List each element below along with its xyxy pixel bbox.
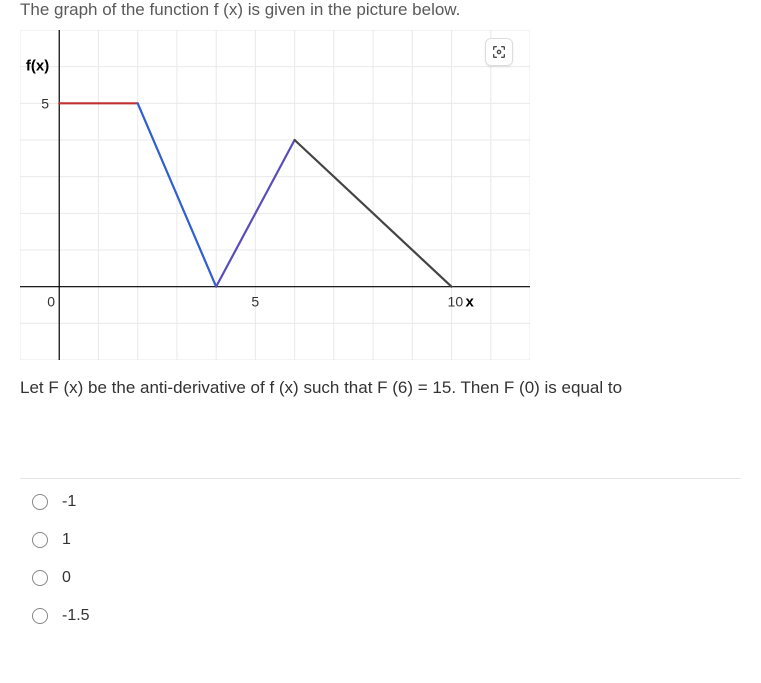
- option-row[interactable]: -1.5: [32, 607, 741, 625]
- y-axis-label: f(x): [26, 58, 49, 75]
- x-tick-label: 10: [448, 294, 464, 310]
- option-row[interactable]: 0: [32, 569, 741, 587]
- prompt-top: The graph of the function f (x) is given…: [20, 0, 741, 20]
- options-list: -1 1 0 -1.5: [20, 493, 741, 625]
- radio-button[interactable]: [32, 532, 48, 548]
- divider: [20, 478, 741, 479]
- question-text: Let F (x) be the anti-derivative of f (x…: [20, 378, 741, 398]
- x-axis-label: x: [466, 294, 475, 311]
- y-tick-label: 5: [41, 95, 49, 111]
- option-label: -1: [62, 493, 76, 511]
- x-tick-label: 0: [47, 294, 55, 310]
- option-row[interactable]: -1: [32, 493, 741, 511]
- radio-button[interactable]: [32, 608, 48, 624]
- screenshot-button[interactable]: [485, 38, 513, 66]
- option-label: -1.5: [62, 607, 90, 625]
- chart-area: 0 5 10 5 f(x) x: [20, 30, 530, 360]
- screenshot-icon: [491, 44, 507, 60]
- chart-svg: 0 5 10 5 f(x) x: [20, 30, 530, 360]
- option-label: 1: [62, 531, 71, 549]
- option-row[interactable]: 1: [32, 531, 741, 549]
- x-tick-label: 5: [251, 294, 259, 310]
- option-label: 0: [62, 569, 71, 587]
- radio-button[interactable]: [32, 494, 48, 510]
- radio-button[interactable]: [32, 570, 48, 586]
